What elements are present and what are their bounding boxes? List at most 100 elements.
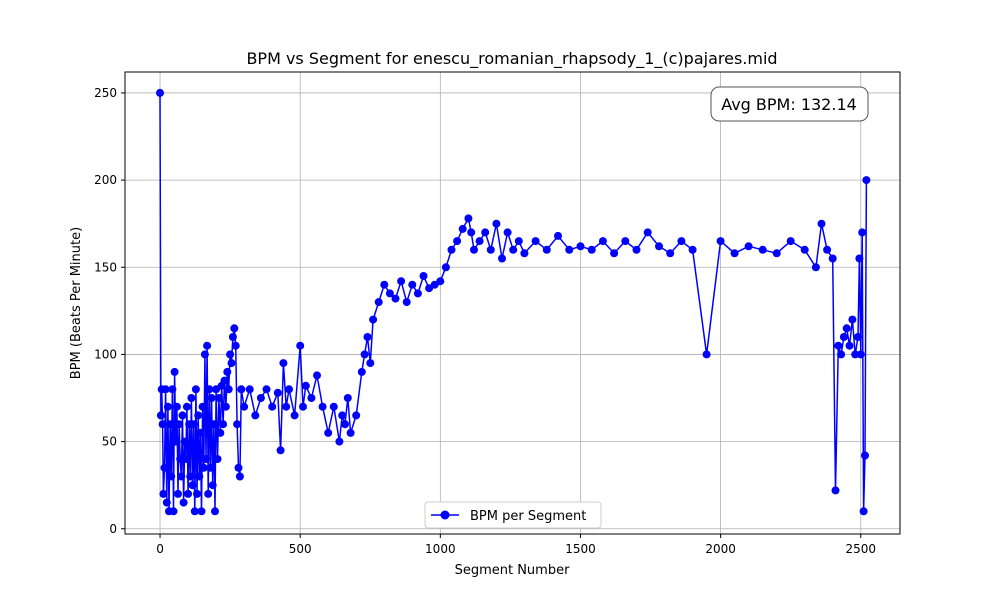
data-point <box>514 237 523 246</box>
data-point <box>413 289 422 298</box>
data-point <box>179 498 188 507</box>
data-point <box>346 428 355 437</box>
data-point <box>565 245 574 254</box>
data-point <box>205 385 214 394</box>
data-point <box>175 420 184 429</box>
data-point <box>851 350 860 359</box>
data-point <box>839 333 848 341</box>
data-point <box>475 237 484 246</box>
x-tick-label: 0 <box>156 542 164 556</box>
data-point <box>391 294 400 303</box>
data-point <box>848 315 857 324</box>
data-point <box>178 411 187 420</box>
data-point <box>447 245 456 254</box>
data-point <box>200 350 209 359</box>
data-point <box>184 489 193 498</box>
data-point <box>481 228 490 237</box>
data-point <box>861 451 869 460</box>
data-point <box>324 428 333 437</box>
data-point <box>436 277 445 286</box>
data-point <box>498 254 506 263</box>
data-point <box>509 245 518 254</box>
data-point <box>158 420 167 429</box>
data-point <box>240 402 249 411</box>
data-point <box>677 237 686 246</box>
data-point <box>610 249 619 258</box>
data-point <box>520 249 529 258</box>
data-point <box>156 88 164 97</box>
data-point <box>197 507 206 516</box>
data-point <box>772 249 781 258</box>
data-point <box>385 289 394 298</box>
data-point <box>862 176 871 185</box>
data-point <box>464 214 473 223</box>
data-point <box>666 249 675 258</box>
data-point <box>329 402 338 411</box>
data-point <box>186 472 195 481</box>
data-point <box>195 472 204 481</box>
data-point <box>811 263 820 272</box>
y-tick-label: 0 <box>109 522 117 536</box>
y-tick-label: 250 <box>94 86 117 100</box>
data-point <box>159 489 168 498</box>
data-point <box>233 420 242 429</box>
data-point <box>156 411 165 420</box>
data-point <box>531 237 540 246</box>
data-point <box>823 245 832 254</box>
y-tick-label: 50 <box>102 435 117 449</box>
data-point <box>307 394 316 402</box>
data-point <box>189 420 198 429</box>
data-point <box>299 402 307 411</box>
data-point <box>369 315 378 324</box>
data-point <box>859 507 868 516</box>
data-point <box>632 245 641 254</box>
data-point <box>542 245 551 254</box>
data-point <box>262 385 271 394</box>
data-point <box>453 237 462 246</box>
data-point <box>828 254 837 263</box>
data-point <box>174 489 182 498</box>
data-point <box>335 437 344 446</box>
data-point <box>219 420 228 429</box>
data-point <box>363 333 372 341</box>
data-point <box>204 489 213 498</box>
data-point <box>237 385 246 394</box>
data-point <box>301 381 310 390</box>
data-point <box>234 463 243 472</box>
data-point <box>357 367 366 376</box>
data-point <box>188 481 197 490</box>
data-point <box>166 420 175 429</box>
x-tick-label: 1500 <box>565 542 596 556</box>
axis-ticks: 0 500 1000 1500 2000 2500 0 50 100 150 200 250 <box>94 86 876 556</box>
data-point <box>176 455 185 463</box>
x-axis-label: Segment Number <box>455 563 571 578</box>
data-point <box>214 394 223 402</box>
data-point <box>161 385 170 394</box>
data-point <box>467 228 476 237</box>
x-tick-label: 500 <box>289 542 312 556</box>
data-point <box>397 277 406 286</box>
data-point <box>831 486 840 495</box>
data-point <box>226 350 235 359</box>
data-point <box>163 402 172 411</box>
data-point <box>190 507 199 516</box>
y-tick-label: 200 <box>94 173 117 187</box>
data-point <box>441 263 450 272</box>
legend-label: BPM per Segment <box>470 509 586 524</box>
data-point <box>216 428 225 437</box>
data-point <box>576 242 585 251</box>
axes-frame <box>124 71 901 535</box>
data-point <box>419 272 428 280</box>
y-tick-label: 150 <box>94 260 117 274</box>
data-point <box>856 350 865 359</box>
data-point <box>374 298 383 307</box>
data-point <box>688 245 697 254</box>
data-point <box>408 280 417 289</box>
data-point <box>230 324 239 333</box>
data-point <box>285 385 293 394</box>
data-point <box>220 376 229 385</box>
data-point <box>162 498 171 507</box>
annotation-text: Avg BPM: 132.14 <box>721 95 857 114</box>
data-point <box>160 463 169 472</box>
